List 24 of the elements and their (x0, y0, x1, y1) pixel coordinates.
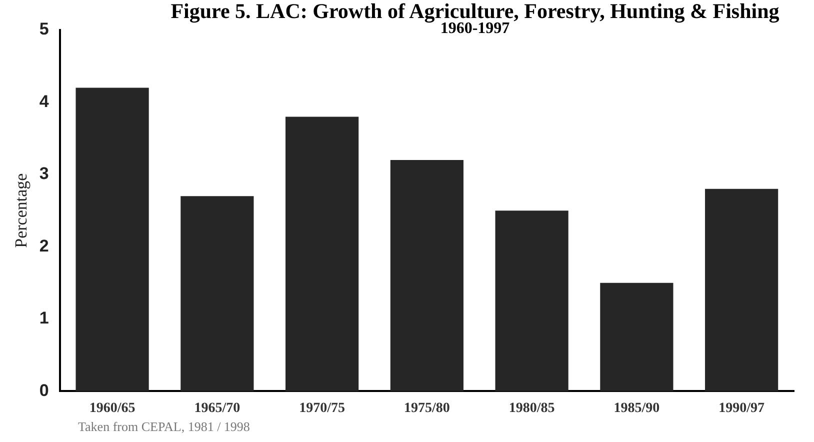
bar (76, 88, 149, 392)
bar (705, 188, 778, 392)
x-tick-label: 1985/90 (614, 401, 660, 416)
x-tick-label: 1960/65 (89, 401, 136, 416)
x-tick-label: 1990/97 (718, 401, 765, 416)
bar (390, 160, 464, 392)
chart-title: Figure 5. LAC: Growth of Agriculture, Forestry, Hunting & Fishing (170, 0, 780, 23)
y-axis-title: Percentage (12, 173, 31, 248)
x-tick-label: 1970/75 (299, 401, 345, 416)
y-tick-label: 5 (39, 20, 49, 39)
x-tick-label: 1965/70 (194, 401, 240, 416)
y-tick-label: 0 (39, 380, 49, 400)
bar (180, 196, 254, 392)
y-tick-label: 3 (39, 164, 49, 184)
bar (495, 210, 568, 392)
bar (286, 116, 359, 392)
bar (600, 282, 674, 392)
x-tick-label: 1980/85 (508, 401, 555, 416)
text: Taken from CEPAL, 1981 / 1998 (78, 419, 250, 435)
chart-subtitle: 1960-1997 (440, 20, 510, 38)
y-tick-label: 4 (39, 92, 50, 111)
y-tick-label: 1 (39, 308, 49, 328)
y-tick-label: 2 (39, 236, 49, 256)
x-tick-label: 1975/80 (404, 401, 450, 416)
